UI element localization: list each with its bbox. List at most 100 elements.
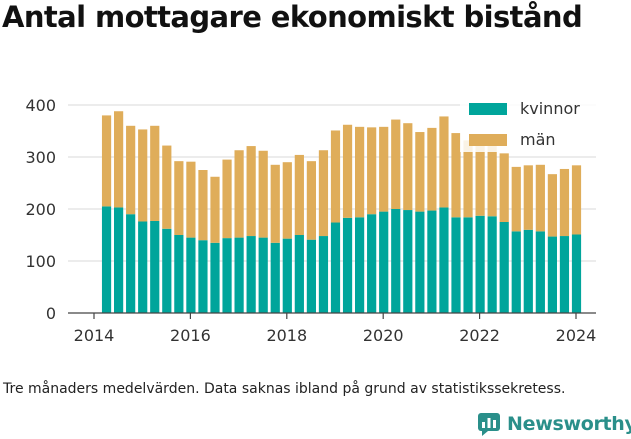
brand-logo[interactable]: Newsworthy	[477, 409, 631, 439]
y-tick-label: 0	[46, 304, 56, 323]
bar-man	[246, 146, 256, 237]
bars	[101, 111, 582, 313]
bar-man	[150, 125, 160, 221]
bar-man	[559, 168, 570, 237]
bar-man	[126, 125, 136, 215]
footnote: Tre månaders medelvärden. Data saknas ib…	[3, 381, 566, 397]
bar-man	[306, 161, 316, 240]
bar-kvinnor	[535, 231, 545, 313]
bar-man	[511, 166, 521, 232]
bar-man	[367, 127, 377, 215]
bar-man	[282, 162, 292, 239]
bar-kvinnor	[439, 207, 449, 313]
bar-kvinnor	[234, 237, 244, 313]
bar-man	[210, 176, 220, 243]
bar-man	[451, 133, 461, 218]
bar-kvinnor	[511, 231, 521, 313]
x-tick-label: 2014	[74, 326, 115, 345]
bar-kvinnor	[403, 210, 413, 313]
bar-man	[427, 127, 437, 211]
legend-label: kvinnor	[520, 99, 580, 118]
bar-kvinnor	[330, 222, 341, 313]
bar-man	[162, 145, 172, 229]
bar-kvinnor	[101, 206, 112, 313]
bar-kvinnor	[186, 237, 196, 313]
bar-man	[463, 140, 473, 218]
bar-kvinnor	[487, 216, 497, 313]
bar-kvinnor	[174, 235, 184, 313]
bar-kvinnor	[138, 221, 148, 313]
bar-man	[342, 124, 353, 218]
bar-man	[487, 141, 497, 217]
x-tick-label: 2020	[363, 326, 404, 345]
bar-kvinnor	[355, 217, 365, 313]
bar-kvinnor	[306, 239, 316, 313]
x-tick-label: 2022	[459, 326, 500, 345]
y-tick-label: 300	[25, 148, 56, 167]
x-tick-label: 2024	[556, 326, 597, 345]
bar-kvinnor	[114, 207, 124, 313]
bar-kvinnor	[559, 236, 570, 313]
x-tick-label: 2018	[266, 326, 307, 345]
bar-man	[391, 119, 401, 209]
x-axis: 2014 2016 2018 2020 2022 2024	[68, 312, 597, 345]
newsworthy-logo-icon	[478, 413, 500, 436]
bar-kvinnor	[318, 236, 329, 313]
bar-man	[571, 165, 582, 235]
bar-man	[439, 116, 449, 208]
bar-kvinnor	[258, 237, 268, 313]
bar-kvinnor	[463, 217, 473, 313]
bar-man	[234, 150, 244, 238]
bar-man	[523, 165, 533, 230]
bar-kvinnor	[367, 214, 377, 313]
bar-kvinnor	[246, 236, 256, 313]
bar-man	[222, 159, 232, 239]
bar-man	[330, 130, 341, 223]
legend-label: män	[520, 130, 556, 149]
bar-kvinnor	[198, 240, 208, 313]
bar-kvinnor	[270, 242, 280, 313]
bar-kvinnor	[427, 210, 437, 313]
bar-man	[535, 164, 545, 232]
legend-swatch	[469, 134, 507, 146]
bar-man	[174, 161, 184, 235]
bar-kvinnor	[451, 217, 461, 313]
bar-man	[379, 126, 389, 212]
legend-swatch	[469, 103, 507, 115]
bar-man	[475, 139, 485, 216]
bar-man	[270, 164, 280, 243]
bar-man	[415, 132, 425, 212]
bar-kvinnor	[282, 238, 292, 313]
bar-man	[547, 174, 557, 237]
bar-man	[138, 129, 148, 222]
bar-man	[258, 150, 268, 238]
bar-kvinnor	[342, 217, 353, 313]
bar-kvinnor	[150, 220, 160, 313]
brand-name: Newsworthy	[507, 413, 631, 435]
bar-man	[198, 170, 208, 241]
bar-kvinnor	[210, 242, 220, 313]
bar-man	[318, 150, 329, 237]
bar-kvinnor	[222, 238, 232, 313]
bar-man	[294, 154, 304, 235]
y-tick-label: 100	[25, 252, 56, 271]
y-axis: 0 100 200 300 400	[25, 96, 56, 323]
bar-man	[186, 161, 196, 238]
bar-man	[355, 126, 365, 218]
bar-kvinnor	[415, 211, 425, 313]
bar-kvinnor	[523, 229, 533, 313]
bar-kvinnor	[379, 211, 389, 313]
y-tick-label: 200	[25, 200, 56, 219]
y-tick-label: 400	[25, 96, 56, 115]
bar-man	[403, 123, 413, 211]
bar-kvinnor	[499, 222, 509, 313]
bar-man	[499, 153, 509, 222]
bar-kvinnor	[294, 235, 304, 313]
chart-title: Antal mottagare ekonomiskt bistånd	[2, 0, 583, 34]
bar-man	[101, 115, 112, 207]
x-tick-label: 2016	[170, 326, 211, 345]
legend: kvinnor män	[460, 92, 598, 152]
bar-kvinnor	[391, 209, 401, 313]
bar-kvinnor	[162, 228, 172, 313]
